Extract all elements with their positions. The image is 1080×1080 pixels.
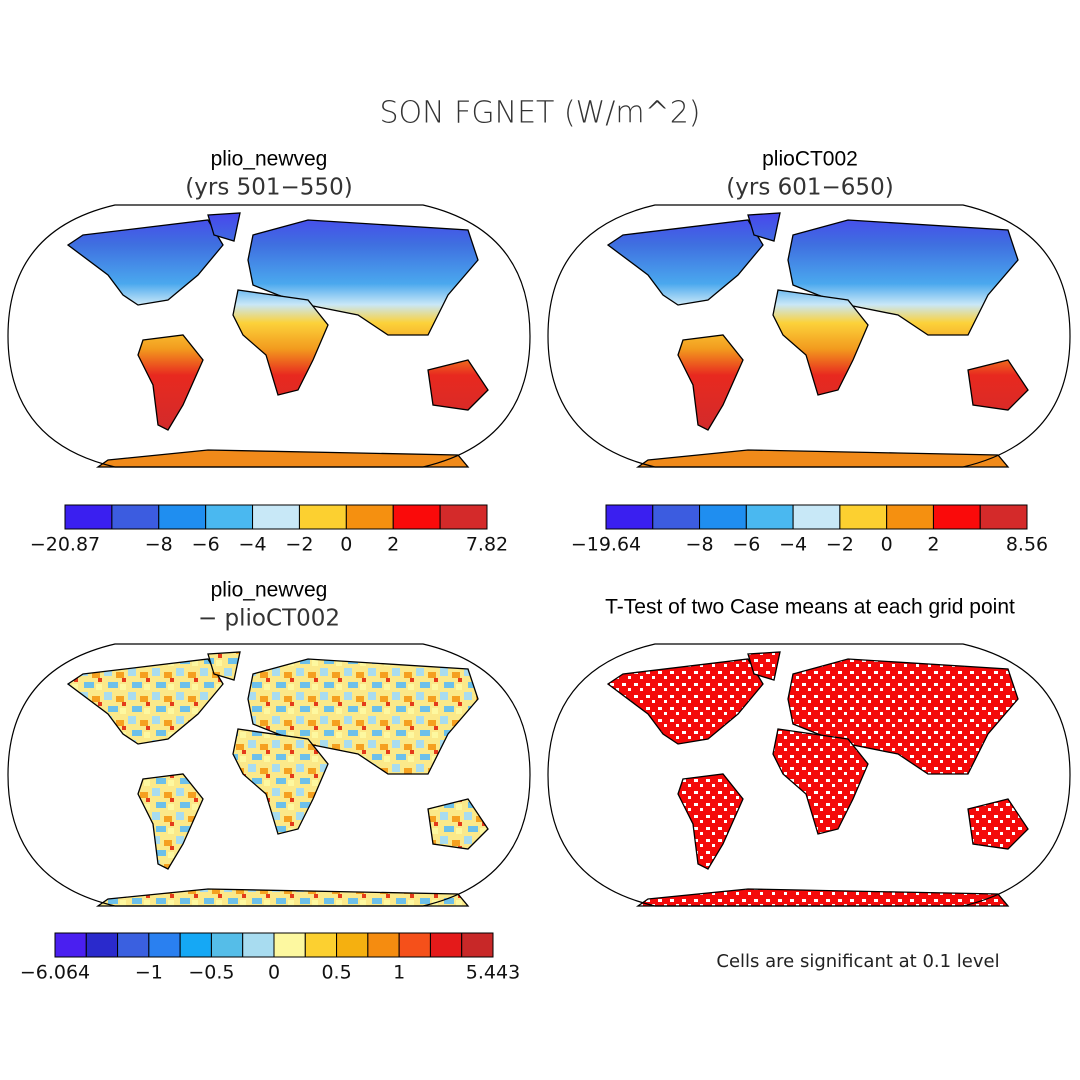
colorbar-label: −8 [686, 534, 714, 556]
colorbar-swatch [439, 504, 488, 530]
colorbar-swatch [605, 504, 654, 530]
colorbar-swatch [54, 932, 87, 958]
colorbar-label: 8.56 [1006, 534, 1048, 556]
colorbar-swatch [205, 504, 254, 530]
colorbar-label: 5.443 [466, 962, 520, 984]
colorbar-label: −0.5 [188, 962, 234, 984]
colorbar-swatch [745, 504, 794, 530]
colorbar-label: −4 [239, 534, 267, 556]
colorbar-swatch [839, 504, 888, 530]
panel-subtitle: − plioCT002 [198, 606, 340, 632]
colorbar-swatch [429, 932, 463, 958]
colorbar-label: 2 [387, 534, 399, 556]
colorbar-swatch [210, 932, 244, 958]
figure-title: SON FGNET (W/m^2) [379, 96, 700, 131]
panel-title: plio_newveg [211, 579, 328, 602]
colorbar-swatch [979, 504, 1028, 530]
map [547, 643, 1071, 907]
colorbar-label: −6 [192, 534, 220, 556]
colorbar-swatch [298, 504, 347, 530]
map [7, 204, 531, 468]
colorbar-label: −6 [732, 534, 760, 556]
colorbar-swatch [652, 504, 701, 530]
colorbar-swatch [345, 504, 394, 530]
colorbar-swatch [252, 504, 300, 530]
colorbar-swatch [158, 504, 207, 530]
panel-title: plio_newveg [211, 148, 328, 171]
colorbar-swatch [64, 504, 113, 530]
colorbar-swatch [699, 504, 747, 530]
colorbar-label: 0 [881, 534, 893, 556]
colorbar-swatch [304, 932, 338, 958]
colorbar-label: −1 [135, 962, 163, 984]
note: Cells are significant at 0.1 level [716, 951, 999, 972]
colorbar-swatch [85, 932, 119, 958]
map [7, 643, 531, 907]
colorbar-label: 0 [268, 962, 280, 984]
colorbar-swatch [111, 504, 160, 530]
colorbar-label: −8 [145, 534, 173, 556]
colorbar-swatch [398, 932, 431, 958]
colorbar-swatch [792, 504, 841, 530]
colorbar-swatch [886, 504, 934, 530]
colorbar-swatch [179, 932, 212, 958]
panel-subtitle: (yrs 601−650) [726, 175, 893, 201]
colorbar-swatch [242, 932, 275, 958]
colorbar-swatch [148, 932, 181, 958]
colorbar-label: 1 [393, 962, 405, 984]
colorbar-label: 0 [340, 534, 352, 556]
colorbar-label: 7.82 [466, 534, 508, 556]
colorbar-swatch [367, 932, 400, 958]
colorbar-label: −4 [779, 534, 807, 556]
colorbar-swatch [273, 932, 306, 958]
colorbar-swatch [336, 932, 369, 958]
colorbar-label: −20.87 [30, 534, 100, 556]
colorbar-swatch [117, 932, 150, 958]
colorbar-swatch [392, 504, 441, 530]
colorbar-label: −6.064 [20, 962, 90, 984]
map [547, 204, 1071, 468]
panel-subtitle: (yrs 501−550) [185, 175, 352, 201]
colorbar-label: −2 [826, 534, 854, 556]
colorbar-swatch [932, 504, 981, 530]
panel-title: T-Test of two Case means at each grid po… [605, 596, 1015, 619]
colorbar-swatch [461, 932, 494, 958]
colorbar-label: 0.5 [321, 962, 351, 984]
colorbar-label: −2 [285, 534, 313, 556]
colorbar-label: 2 [927, 534, 939, 556]
colorbar-label: −19.64 [571, 534, 641, 556]
panel-title: plioCT002 [762, 148, 858, 171]
